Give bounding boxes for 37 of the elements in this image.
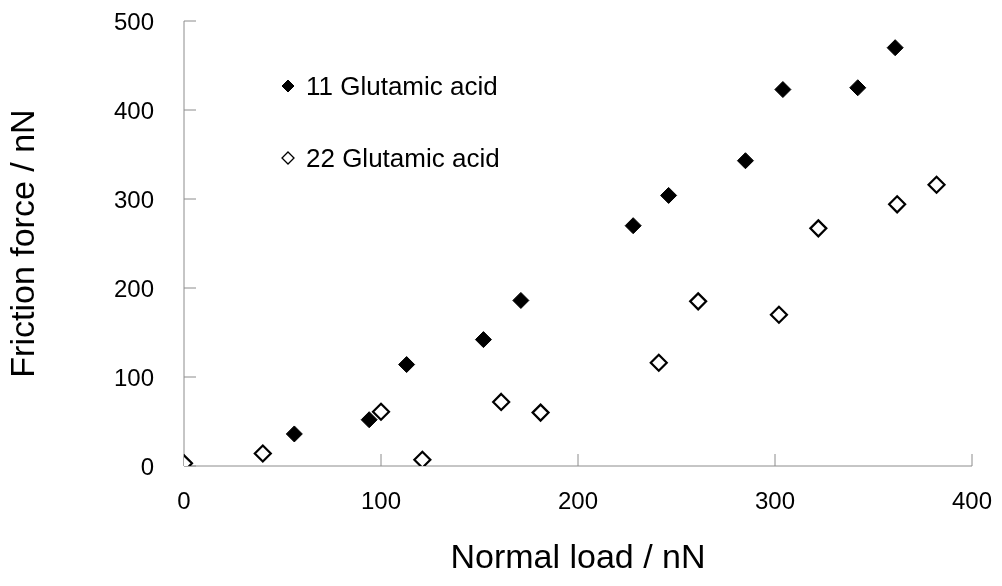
- point: [512, 291, 530, 309]
- point: [660, 186, 678, 204]
- y-tick-label: 100: [113, 363, 154, 391]
- point: [371, 402, 391, 421]
- point: [809, 219, 828, 238]
- point: [649, 353, 668, 372]
- x-tick-label: 100: [360, 487, 402, 515]
- y-tick-label: 300: [113, 185, 154, 213]
- legend-label: 11 Glutamic acid: [306, 70, 498, 102]
- point: [398, 356, 416, 374]
- y-tick-label: 200: [113, 274, 154, 302]
- point: [285, 425, 303, 443]
- point: [253, 444, 272, 463]
- point: [531, 403, 550, 422]
- point: [886, 39, 904, 57]
- y-tick-label: 400: [113, 96, 154, 124]
- point: [624, 217, 642, 235]
- point: [474, 331, 492, 349]
- point: [849, 79, 867, 97]
- point: [689, 292, 708, 311]
- x-tick-label: 400: [951, 487, 993, 515]
- point: [769, 305, 789, 324]
- point: [774, 81, 792, 99]
- point: [736, 152, 754, 170]
- x-tick-label: 200: [557, 487, 599, 515]
- legend-label: 22 Glutamic acid: [306, 142, 500, 174]
- y-tick-label: 0: [140, 452, 154, 480]
- point: [492, 392, 511, 412]
- point: [888, 195, 907, 214]
- x-tick-label: 300: [754, 487, 796, 515]
- x-axis-title: Normal load / nN: [450, 537, 706, 575]
- y-tick-label: 500: [113, 7, 154, 35]
- point: [360, 411, 378, 429]
- point: [413, 450, 432, 466]
- x-tick-label: 0: [177, 487, 191, 515]
- point: [927, 175, 946, 194]
- y-axis-title: Friction force / nN: [3, 109, 42, 378]
